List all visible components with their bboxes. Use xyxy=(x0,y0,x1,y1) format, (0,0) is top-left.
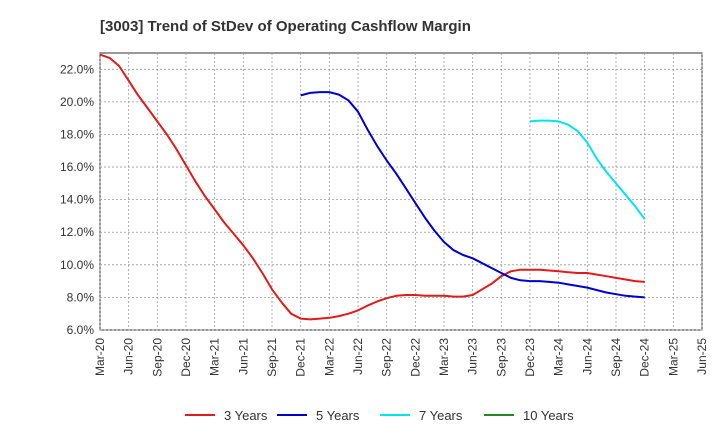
x-tick-label: Mar-20 xyxy=(93,338,107,376)
x-tick-label: Dec-20 xyxy=(179,338,193,377)
x-tick-label: Jun-23 xyxy=(466,338,480,375)
series-line-3-years xyxy=(99,53,645,321)
chart-title: [3003] Trend of StDev of Operating Cashf… xyxy=(100,18,471,35)
legend-label-3-years: 3 Years xyxy=(224,408,268,423)
legend-label-7-years: 7 Years xyxy=(419,408,463,423)
series-line-5-years xyxy=(300,91,645,299)
x-tick-label: Jun-22 xyxy=(351,338,365,375)
legend-label-10-years: 10 Years xyxy=(523,408,574,423)
x-tick-label: Dec-24 xyxy=(638,338,652,377)
x-axis-ticks: Mar-20 Jun-20 Sep-20 Dec-20 Mar-21 Jun-21 Sep-… xyxy=(93,338,709,377)
y-tick-label: 8.0% xyxy=(67,290,95,304)
y-tick-label: 14.0% xyxy=(60,193,94,207)
x-tick-label: Sep-20 xyxy=(150,338,164,377)
legend-label-5-years: 5 Years xyxy=(316,408,360,423)
x-tick-label: Dec-22 xyxy=(408,338,422,377)
x-tick-label: Mar-25 xyxy=(666,338,680,376)
x-tick-label: Sep-24 xyxy=(609,338,623,377)
x-tick-label: Sep-21 xyxy=(265,338,279,377)
series-line-7-years xyxy=(529,119,646,220)
x-tick-label: Mar-21 xyxy=(208,338,222,376)
y-tick-label: 6.0% xyxy=(67,323,95,337)
x-tick-label: Jun-21 xyxy=(236,338,250,375)
y-tick-label: 22.0% xyxy=(60,62,94,76)
x-tick-label: Mar-24 xyxy=(552,338,566,376)
x-tick-label: Mar-23 xyxy=(437,338,451,376)
y-tick-label: 20.0% xyxy=(60,95,94,109)
y-tick-label: 18.0% xyxy=(60,127,94,141)
y-tick-label: 10.0% xyxy=(60,258,94,272)
legend: 3 Years 5 Years 7 Years 10 Years xyxy=(185,408,574,423)
y-tick-label: 12.0% xyxy=(60,225,94,239)
series-lines xyxy=(99,53,646,321)
y-tick-label: 16.0% xyxy=(60,160,94,174)
grid-lines xyxy=(99,53,703,331)
x-tick-label: Jun-25 xyxy=(695,338,709,375)
plot-area xyxy=(99,52,703,331)
x-tick-label: Mar-22 xyxy=(322,338,336,376)
x-tick-label: Jun-24 xyxy=(580,338,594,375)
y-axis-ticks: 6.0% 8.0% 10.0% 12.0% 14.0% 16.0% 18.0% 20.0% 22… xyxy=(60,62,94,337)
x-tick-label: Sep-23 xyxy=(494,338,508,377)
x-tick-label: Dec-21 xyxy=(294,338,308,377)
x-tick-label: Jun-20 xyxy=(122,338,136,375)
x-tick-label: Sep-22 xyxy=(380,338,394,377)
x-tick-label: Dec-23 xyxy=(523,338,537,377)
